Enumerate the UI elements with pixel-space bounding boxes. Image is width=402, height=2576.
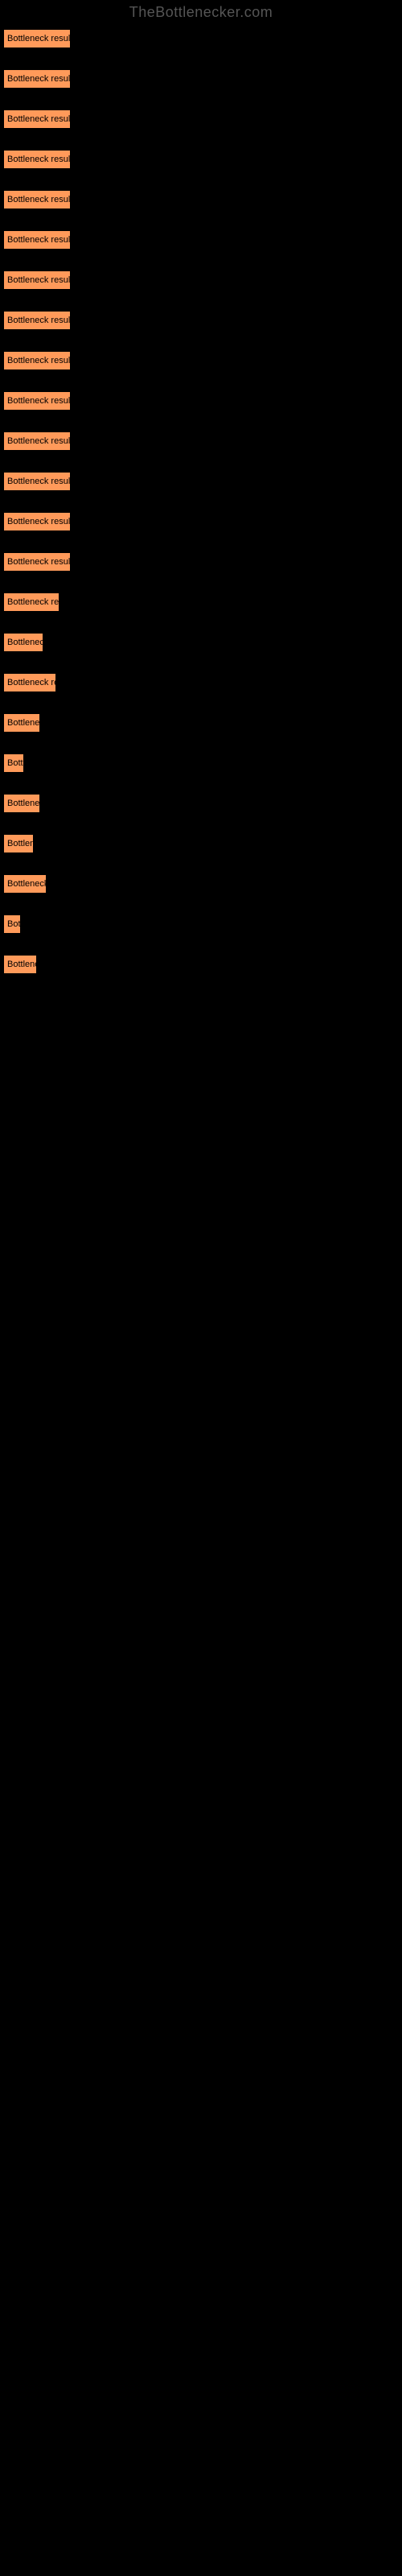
bottleneck-result-button[interactable]: Bottleneck result [3, 109, 71, 129]
bottleneck-result-button[interactable]: Bottleneck result [3, 431, 71, 451]
bottleneck-result-button[interactable]: Bottleneck result [3, 472, 71, 491]
bottleneck-result-button[interactable]: Bottleneck result [3, 69, 71, 89]
bottleneck-result-button[interactable]: Bottleneck result [3, 874, 47, 894]
bottleneck-result-button[interactable]: Bottleneck result [3, 512, 71, 531]
results-list: Bottleneck result Bottleneck result Bottle… [0, 29, 402, 974]
bottleneck-result-button[interactable]: Bottleneck result [3, 713, 40, 733]
bottleneck-result-button[interactable]: Bottleneck result [3, 29, 71, 48]
bottleneck-result-button[interactable]: Bottleneck result [3, 673, 56, 692]
bottleneck-result-button[interactable]: Bottleneck result [3, 794, 40, 813]
bottleneck-result-button[interactable]: Bottleneck result [3, 391, 71, 411]
bottleneck-result-button[interactable]: Bottleneck result [3, 633, 43, 652]
bottleneck-result-button[interactable]: Bottleneck result [3, 150, 71, 169]
bottleneck-result-button[interactable]: Bottleneck result [3, 955, 37, 974]
bottleneck-result-button[interactable]: Bottleneck result [3, 592, 59, 612]
bottleneck-result-button[interactable]: Bottleneck result [3, 311, 71, 330]
bottleneck-result-button[interactable]: Bottleneck result [3, 834, 34, 853]
bottleneck-result-button[interactable]: Bottleneck result [3, 230, 71, 250]
bottleneck-result-button[interactable]: Bottleneck result [3, 351, 71, 370]
bottleneck-result-button[interactable]: Bottleneck result [3, 552, 71, 572]
watermark-text: TheBottlenecker.com [0, 4, 402, 21]
bottleneck-result-button[interactable]: Bottleneck result [3, 753, 24, 773]
bottleneck-result-button[interactable]: Bottleneck result [3, 190, 71, 209]
bottleneck-result-button[interactable]: Bottleneck result [3, 270, 71, 290]
bottleneck-result-button[interactable]: Bottleneck result [3, 914, 21, 934]
